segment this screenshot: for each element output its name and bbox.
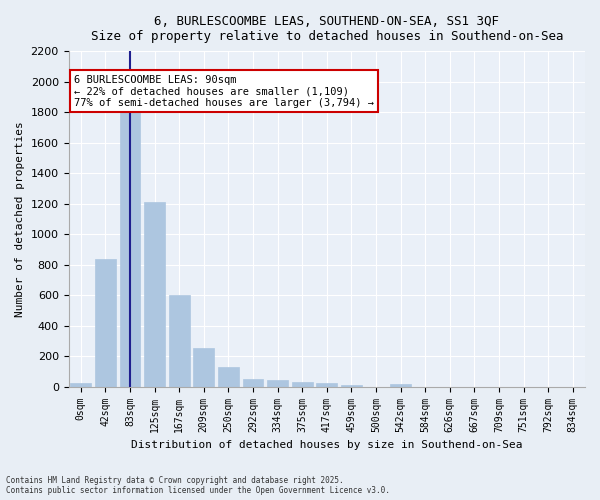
Bar (95, 258, 116, 386)
Bar (341, 385, 362, 386)
Title: 6, BURLESCOOMBE LEAS, SOUTHEND-ON-SEA, SS1 3QF
Size of property relative to deta: 6, BURLESCOOMBE LEAS, SOUTHEND-ON-SEA, S… (91, 15, 563, 43)
Bar (242, 379, 263, 386)
Text: Contains HM Land Registry data © Crown copyright and database right 2025.
Contai: Contains HM Land Registry data © Crown c… (6, 476, 390, 495)
Bar (218, 367, 239, 386)
Bar (193, 348, 214, 387)
Bar (316, 384, 337, 386)
Text: 6 BURLESCOOMBE LEAS: 90sqm
← 22% of detached houses are smaller (1,109)
77% of s: 6 BURLESCOOMBE LEAS: 90sqm ← 22% of deta… (74, 74, 374, 108)
Bar (144, 202, 165, 386)
Bar (390, 384, 411, 386)
Y-axis label: Number of detached properties: Number of detached properties (15, 121, 25, 317)
Bar (70, 383, 91, 386)
Bar (267, 380, 288, 386)
Bar (169, 295, 190, 386)
X-axis label: Distribution of detached houses by size in Southend-on-Sea: Distribution of detached houses by size … (131, 440, 523, 450)
Bar (292, 382, 313, 386)
Bar (119, 110, 140, 386)
